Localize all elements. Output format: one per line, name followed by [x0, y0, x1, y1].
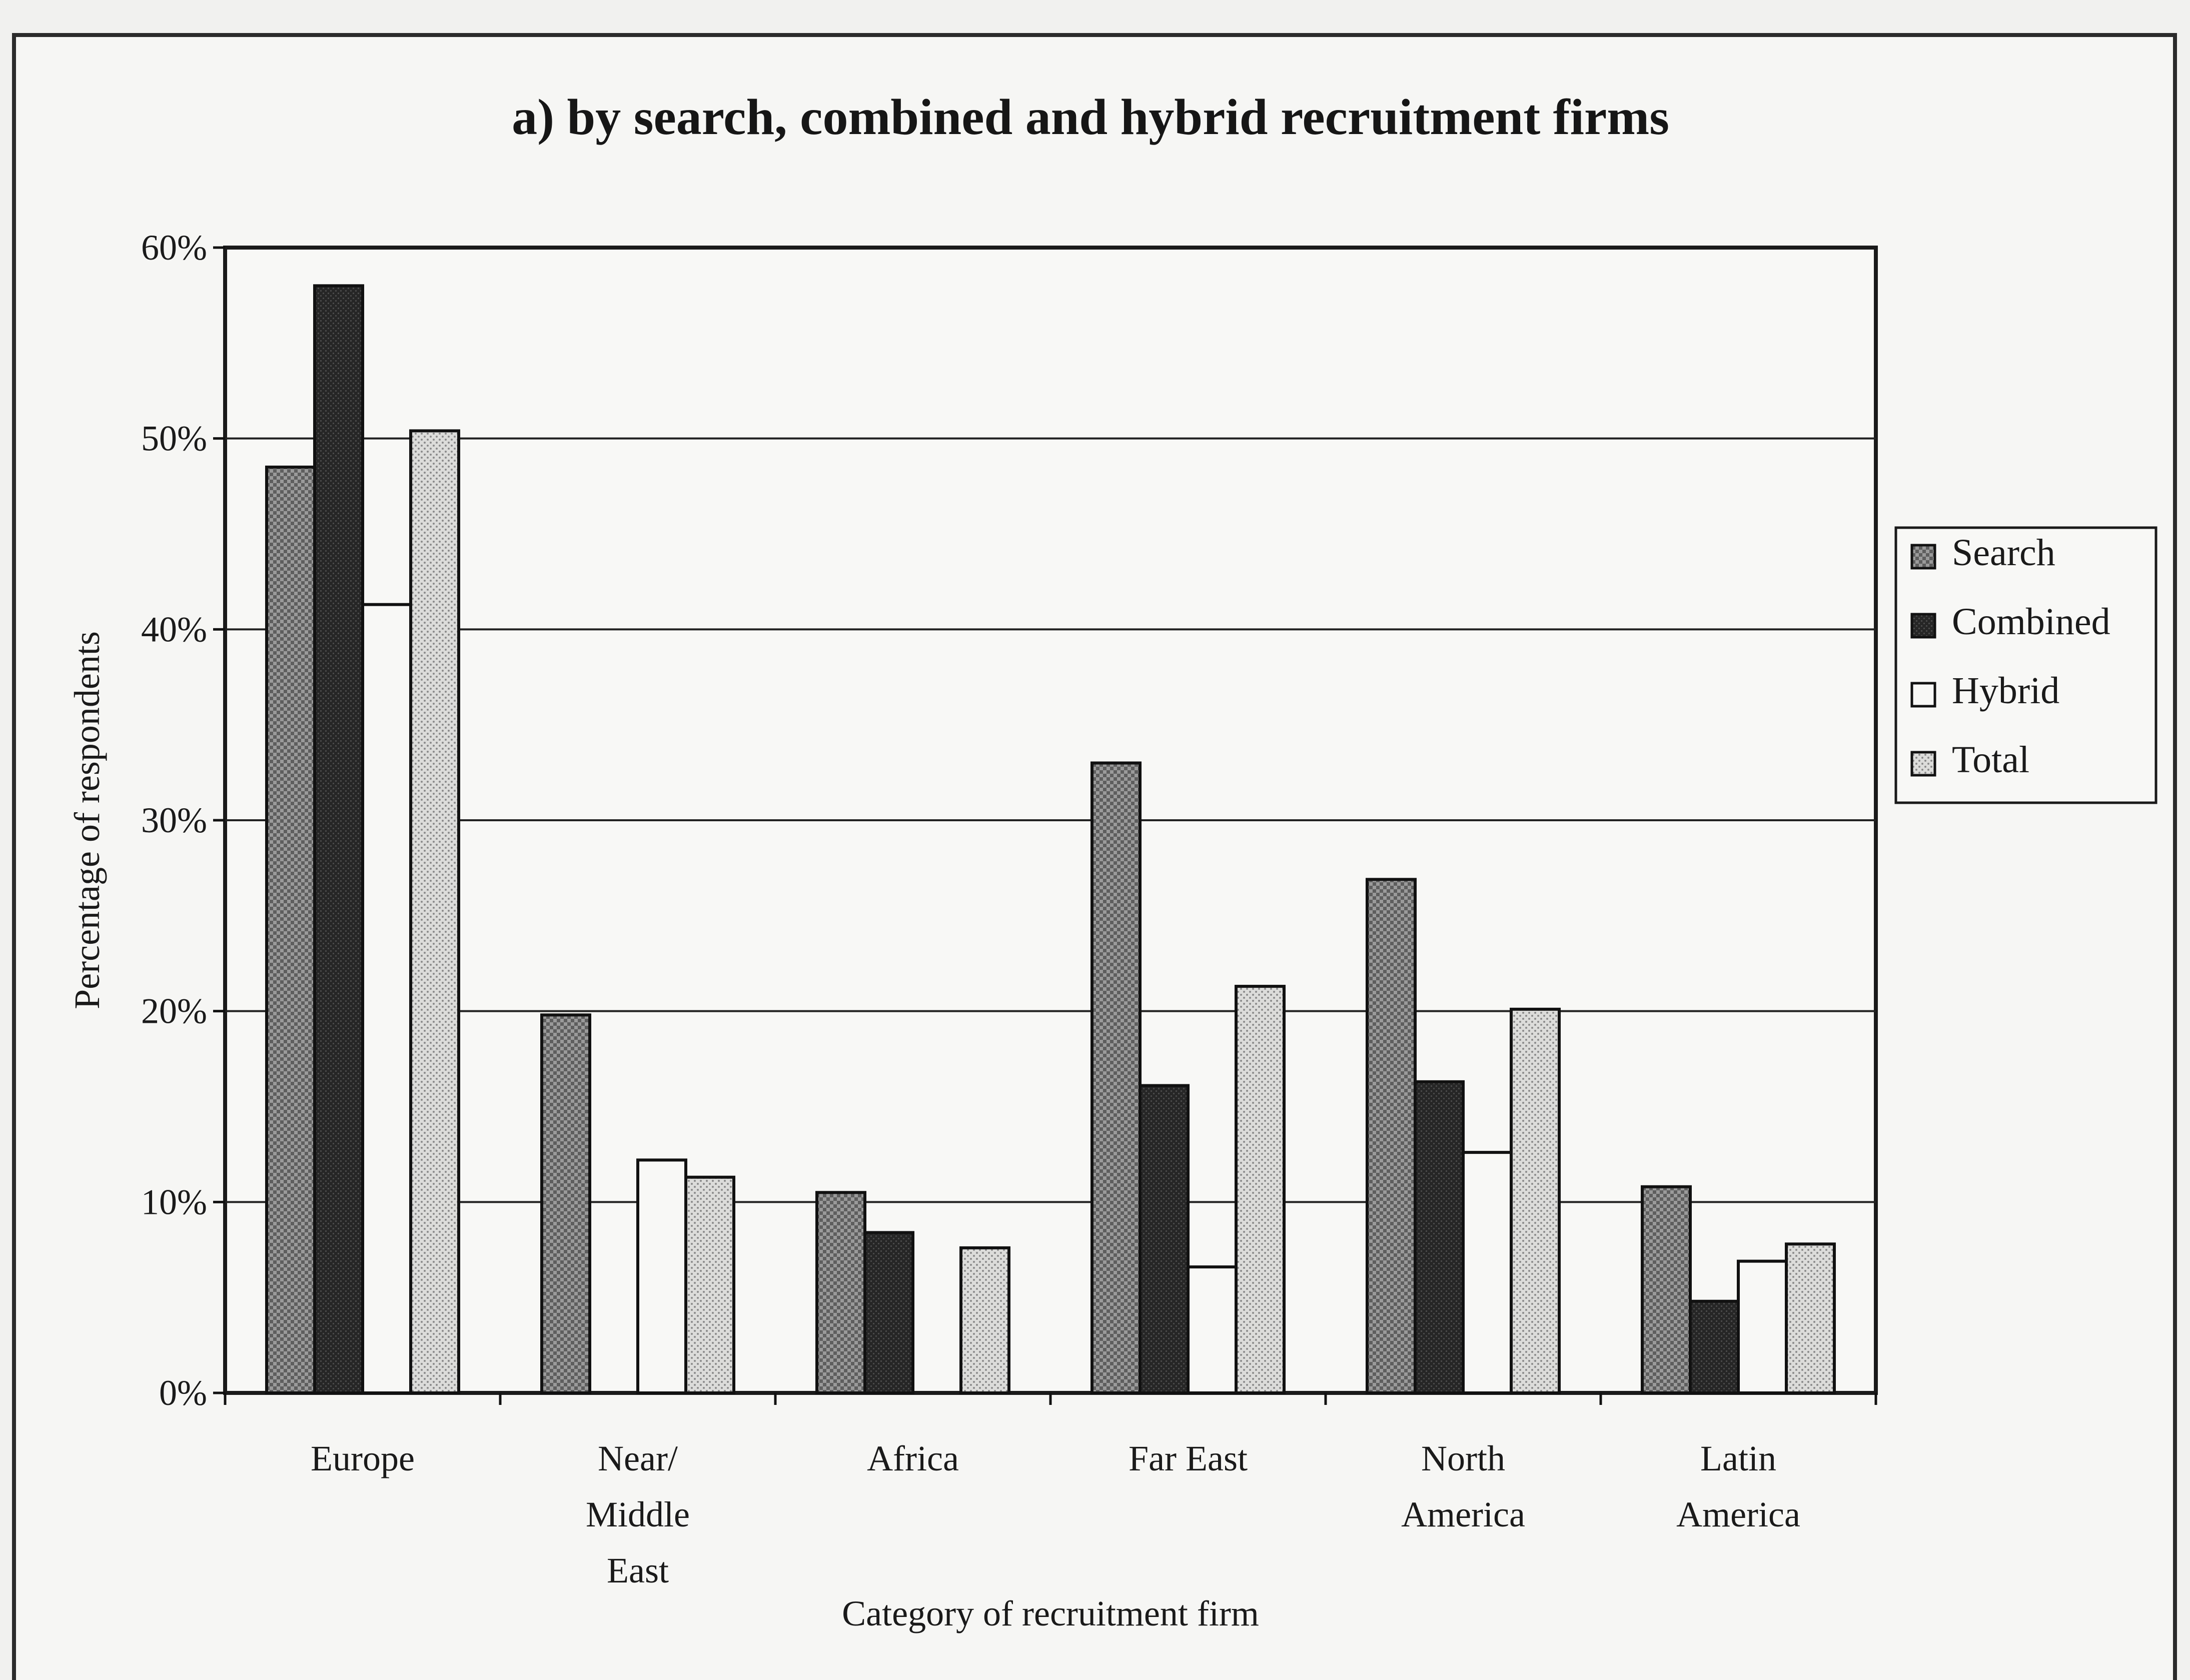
y-axis-ticks: 0% 10% 20% 30% 40% 50% 60%: [141, 228, 225, 1413]
bar-search-far-east: [1090, 761, 1142, 1394]
bar-combined-europe: [313, 284, 364, 1395]
y-tick-label: 30%: [141, 800, 207, 840]
bars: [265, 284, 1836, 1395]
x-tick-label: North America: [1401, 1438, 1525, 1534]
x-tick-label: Near/Middle East: [586, 1438, 690, 1590]
x-tick-label: Europe: [311, 1438, 415, 1478]
bar-combined-far-east: [1139, 1084, 1190, 1394]
y-tick-label: 0%: [159, 1373, 207, 1413]
bar-hybrid-europe: [361, 603, 412, 1394]
x-axis-title: Category of recruitment firm: [842, 1593, 1259, 1633]
legend-label-combined: Combined: [1952, 601, 2110, 643]
bar-combined-africa: [863, 1231, 914, 1394]
bar-total-near-middle-east: [684, 1175, 735, 1394]
x-axis-ticks: [224, 1393, 1877, 1405]
y-tick-label: 60%: [141, 228, 207, 268]
category-labels: Europe Near/Middle East Africa Far East North…: [311, 1438, 1800, 1590]
bar-total-far-east: [1235, 985, 1286, 1395]
x-tick-label: Latin America: [1676, 1438, 1800, 1534]
bar-total-africa: [959, 1246, 1010, 1395]
bar-total-latin-america: [1785, 1242, 1836, 1395]
x-tick-label: Far East: [1129, 1438, 1248, 1478]
bar-combined-north-america: [1414, 1080, 1465, 1394]
legend-label-hybrid: Hybrid: [1952, 670, 2059, 712]
y-tick-label: 50%: [141, 419, 207, 459]
bar-search-near-middle-east: [540, 1013, 591, 1395]
bar-combined-latin-america: [1689, 1299, 1740, 1395]
legend-swatch-combined: [1910, 613, 1936, 639]
bar-search-africa: [815, 1191, 866, 1394]
bar-total-europe: [409, 429, 460, 1394]
gridlines: [225, 437, 1876, 1203]
bar-hybrid-near-middle-east: [636, 1158, 687, 1395]
bar-hybrid-latin-america: [1737, 1259, 1788, 1394]
legend-label-search: Search: [1952, 532, 2055, 574]
bar-search-north-america: [1366, 878, 1417, 1394]
legend-swatch-hybrid: [1910, 682, 1936, 708]
legend-swatch-total: [1910, 751, 1936, 777]
legend-box: [1894, 526, 2157, 804]
legend-swatch-search: [1910, 544, 1936, 570]
legend: Search Combined Hybrid Total: [1894, 526, 2157, 804]
x-tick-label: Africa: [867, 1438, 959, 1478]
bar-hybrid-north-america: [1462, 1151, 1513, 1395]
y-tick-label: 10%: [141, 1182, 207, 1222]
bar-search-europe: [265, 465, 316, 1395]
y-axis-title: Percentage of respondents: [67, 631, 107, 1009]
bar-search-latin-america: [1641, 1185, 1692, 1395]
bar-total-north-america: [1510, 1007, 1561, 1394]
bar-hybrid-far-east: [1187, 1265, 1238, 1395]
chart-title: a) by search, combined and hybrid recrui…: [512, 89, 1669, 146]
y-tick-label: 40%: [141, 609, 207, 649]
legend-label-total: Total: [1952, 739, 2029, 781]
y-tick-label: 20%: [141, 991, 207, 1031]
